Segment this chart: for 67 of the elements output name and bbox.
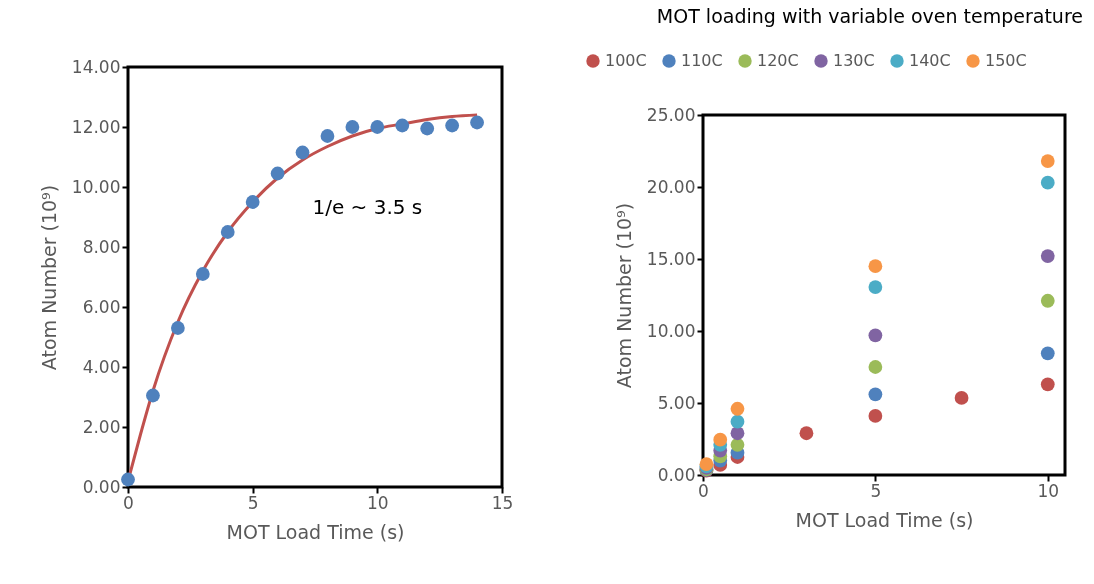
point [170,321,185,335]
x-tick-label: 10 [367,492,389,513]
point [195,267,210,281]
x-axis-title: MOT Load Time (s) [795,508,974,531]
point [121,472,135,487]
point [954,391,969,405]
point [868,409,883,423]
point [730,401,745,416]
point [370,120,385,134]
y-tick-label: 8.00 [82,236,121,257]
legend-label: 150C [985,51,1027,70]
point [420,121,435,136]
point [395,118,410,133]
y-axis-title: Atom Number (10⁹) [37,184,60,371]
annotation: 1/e ~ 3.5 s [312,194,423,219]
y-tick-label: 6.00 [82,296,121,317]
legend-label: 140C [909,51,951,70]
point [220,225,235,239]
point [445,118,460,133]
y-tick-label: 10.00 [71,176,121,197]
point [1040,293,1055,308]
point [713,432,728,447]
point [270,166,285,181]
point [146,388,160,403]
point [868,259,883,274]
point [345,120,360,134]
point [1040,377,1055,392]
y-tick-label: 10.00 [646,320,696,341]
point [470,115,484,130]
point [1040,346,1055,361]
x-tick-label: 15 [491,492,514,513]
legend-label: 100C [605,51,647,70]
x-tick-label: 0 [123,492,134,513]
y-tick-label: 0.00 [82,476,121,497]
point [1040,175,1055,190]
x-tick-label: 5 [247,492,259,513]
point [868,328,883,343]
legend-label: 110C [681,51,723,70]
point [799,426,814,441]
x-tick-label: 10 [1037,480,1060,501]
y-axis-title: Atom Number (10⁹) [612,202,635,389]
y-tick-label: 20.00 [646,176,696,197]
point [868,387,883,402]
point [868,280,883,294]
point [1040,154,1055,168]
point [320,129,335,143]
x-tick-label: 5 [870,480,882,501]
point [245,195,260,209]
y-tick-label: 25.00 [646,104,696,125]
point [730,437,745,452]
point [295,145,310,160]
y-tick-label: 2.00 [82,416,121,437]
legend-label: 130C [833,51,875,70]
y-tick-label: 0.00 [657,464,696,485]
legend-label: 120C [757,51,799,70]
x-axis-title: MOT Load Time (s) [226,520,405,543]
chart-title: MOT loading with variable oven temperature [656,5,1083,27]
y-tick-label: 15.00 [646,248,696,269]
point [1040,249,1055,263]
y-tick-label: 12.00 [71,116,121,137]
y-tick-label: 4.00 [82,356,121,377]
x-tick-label: 0 [698,480,709,501]
y-tick-label: 14.00 [71,56,121,77]
point [730,414,745,429]
point [730,426,745,441]
point [868,360,883,374]
y-tick-label: 5.00 [657,392,696,413]
